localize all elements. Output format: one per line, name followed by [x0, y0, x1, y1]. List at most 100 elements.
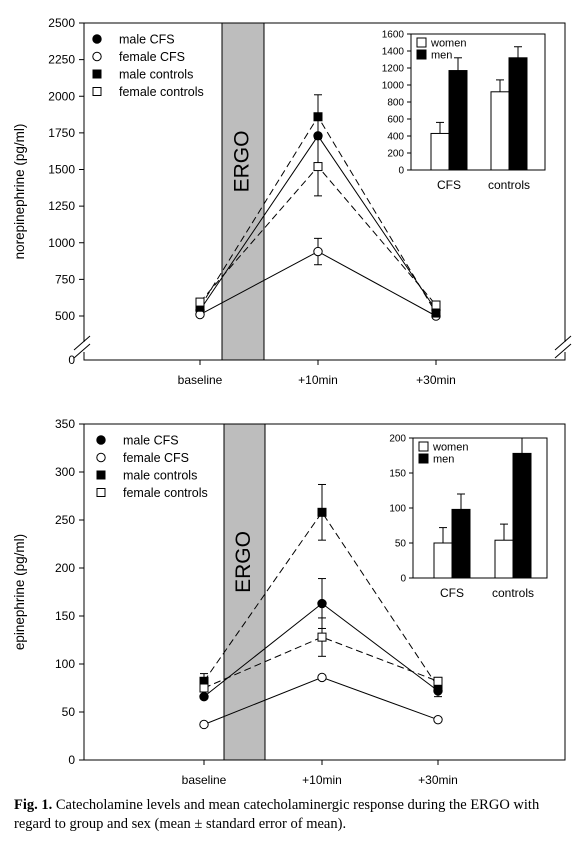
data-point-series-4 — [433, 676, 443, 686]
legend-marker — [92, 69, 102, 79]
inset-bar-men — [451, 508, 471, 579]
axis-break-mask — [557, 342, 573, 352]
inset-legend-swatch — [418, 441, 429, 452]
inset-legend-swatch — [416, 49, 427, 60]
y-tick-label: 200 — [55, 561, 75, 575]
y-tick-label: 2000 — [48, 89, 75, 103]
inset-y-tick-label: 1400 — [382, 47, 405, 58]
y-tick-label: 300 — [55, 465, 75, 479]
y-tick-label: 2500 — [48, 16, 75, 30]
data-point-series-1 — [317, 598, 327, 609]
data-point-series-1 — [313, 131, 323, 141]
inset-bar-women — [494, 539, 514, 579]
inset-legend-label: men — [433, 454, 454, 466]
data-point-series-4 — [195, 297, 205, 307]
data-point-series-2 — [313, 246, 323, 257]
inset-y-tick-label: 0 — [400, 574, 406, 585]
data-point-series-4 — [431, 300, 441, 310]
x-tick-label: +10min — [298, 373, 338, 387]
axis-break-mark — [554, 343, 572, 359]
data-point-series-2 — [433, 714, 443, 725]
data-point-series-4 — [199, 683, 209, 693]
inset-bar-men — [508, 57, 528, 171]
inset-y-tick-label: 1600 — [382, 30, 405, 41]
axis-break-mark — [554, 335, 572, 351]
inset-bar-men — [448, 70, 468, 171]
caption-text: Catecholamine levels and mean catecholam… — [14, 797, 540, 832]
inset-y-tick-label: 0 — [398, 166, 404, 177]
y-axis-title: epinephrine (pg/ml) — [12, 534, 27, 650]
inset-y-tick-label: 1000 — [382, 81, 405, 92]
y-tick-label: 1000 — [48, 236, 75, 250]
legend-label: female controls — [119, 85, 204, 99]
inset-bar-women — [433, 542, 453, 579]
x-tick-label: +30min — [416, 373, 456, 387]
y-tick-label: 350 — [55, 417, 75, 431]
data-point-series-2 — [199, 719, 209, 730]
data-point-series-3 — [431, 308, 441, 318]
y-tick-label: 50 — [62, 705, 76, 719]
y-tick-label: 1750 — [48, 126, 75, 140]
axis-break-mark — [73, 343, 91, 359]
inset-legend-label: women — [430, 38, 466, 50]
inset-y-tick-label: 600 — [387, 115, 404, 126]
inset-x-tick-label: CFS — [437, 178, 461, 192]
inset-x-tick-label: controls — [488, 178, 530, 192]
inset-legend-label: women — [432, 442, 468, 454]
legend-marker — [92, 34, 102, 44]
legend-label: male CFS — [123, 434, 179, 448]
chart-panel-2: ERGO 0 50 100 150 200 250 300 350 epinephrine (pg… — [12, 417, 566, 787]
y-tick-label: 750 — [55, 272, 75, 286]
inset-y-tick-label: 100 — [389, 504, 406, 515]
data-point-series-2 — [317, 672, 327, 683]
figure-caption: Fig. 1. Catecholamine levels and mean ca… — [14, 796, 574, 834]
y-tick-label: 150 — [55, 609, 75, 623]
legend-marker — [92, 51, 102, 62]
legend-label: female controls — [123, 486, 208, 500]
legend-label: male CFS — [119, 33, 175, 47]
inset-y-tick-label: 1200 — [382, 64, 405, 75]
plot-frame — [83, 423, 566, 761]
ergo-label: ERGO — [232, 531, 255, 593]
inset-bar-women — [490, 91, 510, 171]
x-tick-label: baseline — [178, 373, 223, 387]
data-point-series-3 — [313, 112, 323, 122]
y-tick-label: 250 — [55, 513, 75, 527]
legend-marker — [96, 470, 106, 480]
legend-label: male controls — [119, 68, 193, 82]
inset-legend-swatch — [416, 37, 427, 48]
x-tick-label: +30min — [418, 773, 458, 787]
y-tick-label: 0 — [68, 753, 75, 767]
legend-marker — [92, 87, 102, 96]
series-line-4 — [203, 636, 439, 689]
legend-marker — [96, 452, 106, 463]
y-axis-title: norepinephrine (pg/ml) — [12, 124, 27, 260]
legend-label: female CFS — [123, 451, 189, 465]
series-line-3 — [203, 511, 439, 688]
inset-y-tick-label: 50 — [395, 539, 407, 550]
ergo-label: ERGO — [231, 131, 254, 193]
y-tick-label: 1500 — [48, 163, 75, 177]
y-tick-label: 0 — [68, 353, 75, 367]
ergo-band — [221, 22, 265, 361]
legend-marker — [96, 488, 106, 497]
axis-break-mark — [73, 335, 91, 351]
x-tick-label: +10min — [302, 773, 342, 787]
legend-label: male controls — [123, 469, 197, 483]
x-tick-label: baseline — [182, 773, 227, 787]
y-tick-label: 2250 — [48, 53, 75, 67]
legend-label: female CFS — [119, 50, 185, 64]
axis-break-mask — [76, 342, 92, 352]
inset-bar-women — [430, 132, 450, 171]
inset-bar-men — [512, 452, 532, 579]
inset-y-tick-label: 150 — [389, 469, 406, 480]
inset-y-tick-label: 800 — [387, 98, 404, 109]
inset-legend-label: men — [431, 50, 452, 62]
inset-y-tick-label: 200 — [389, 434, 406, 445]
y-tick-label: 500 — [55, 309, 75, 323]
data-point-series-3 — [317, 507, 327, 517]
chart-panel-1: ERGO 500 750 1000 1250 1500 1750 2000 2250 2500 0 n… — [12, 16, 573, 387]
inset-x-tick-label: CFS — [440, 586, 464, 600]
y-tick-label: 1250 — [48, 199, 75, 213]
